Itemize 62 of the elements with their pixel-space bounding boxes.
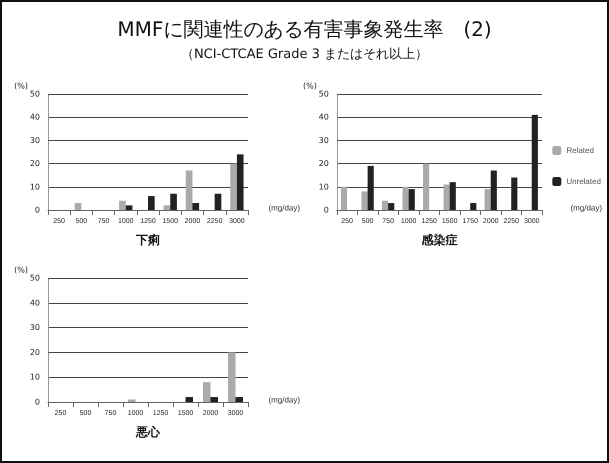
legend-label: Unrelated — [566, 177, 601, 186]
bar — [423, 164, 430, 210]
bar — [340, 186, 348, 210]
bar — [382, 200, 388, 210]
bar — [361, 191, 368, 210]
text: MMFに関連性のある有害事象発生率 (2) — [116, 16, 493, 43]
y-axis-title: (%) — [14, 266, 28, 275]
y-tick-label: 40 — [318, 112, 329, 122]
bar — [408, 189, 415, 210]
y-tick-label: 30 — [30, 136, 40, 145]
y-tick-label: 10 — [30, 182, 40, 192]
y-tick-label: 40 — [30, 112, 40, 122]
y-axis-title: (%) — [303, 82, 317, 91]
bar — [186, 397, 193, 402]
x-axis-title: 悪心 — [135, 425, 161, 439]
text: (mg/day) — [268, 396, 300, 404]
bar — [170, 194, 177, 210]
bar — [368, 166, 374, 210]
y-tick-label: 0 — [324, 206, 329, 214]
text: (mg/day) — [570, 204, 602, 212]
bar — [186, 170, 192, 210]
y-tick-label: 50 — [30, 90, 40, 98]
bar — [192, 203, 200, 210]
y-tick-label: 20 — [318, 159, 329, 168]
bar — [119, 200, 126, 210]
bar — [511, 178, 518, 210]
bar — [388, 203, 394, 210]
bar — [236, 397, 243, 402]
y-tick-label: 10 — [30, 372, 40, 382]
legend-label: Related — [566, 146, 594, 155]
y-tick-label: 0 — [34, 398, 40, 406]
text: （NCI-CTCAE Grade 3 またはそれ以上） — [180, 46, 430, 63]
text: (mg/day) — [268, 204, 300, 212]
bar — [203, 382, 210, 402]
bar — [402, 186, 409, 210]
bar — [490, 170, 497, 210]
bar — [450, 182, 456, 210]
bar — [230, 164, 237, 210]
y-tick-label: 50 — [318, 90, 329, 98]
y-tick-label: 10 — [318, 182, 329, 192]
bar — [228, 352, 236, 402]
bar — [532, 114, 538, 210]
bar — [470, 203, 476, 210]
bar — [214, 194, 222, 210]
y-tick-label: 20 — [30, 348, 40, 357]
bar — [164, 205, 170, 210]
y-tick-label: 50 — [30, 274, 40, 282]
y-tick-label: 20 — [30, 159, 40, 168]
y-tick-label: 30 — [30, 323, 40, 332]
y-axis-title: (%) — [14, 82, 28, 91]
bar — [484, 189, 491, 210]
bar — [210, 397, 218, 402]
x-axis-title: 感染症 — [420, 233, 458, 247]
bar — [148, 196, 155, 210]
bar — [444, 184, 450, 210]
x-axis-title: 下痢 — [135, 233, 160, 247]
y-tick-label: 40 — [30, 298, 40, 308]
y-tick-label: 0 — [34, 206, 40, 214]
bar — [126, 205, 132, 210]
bar — [236, 154, 244, 210]
bar — [74, 203, 82, 210]
y-tick-label: 30 — [318, 136, 329, 145]
